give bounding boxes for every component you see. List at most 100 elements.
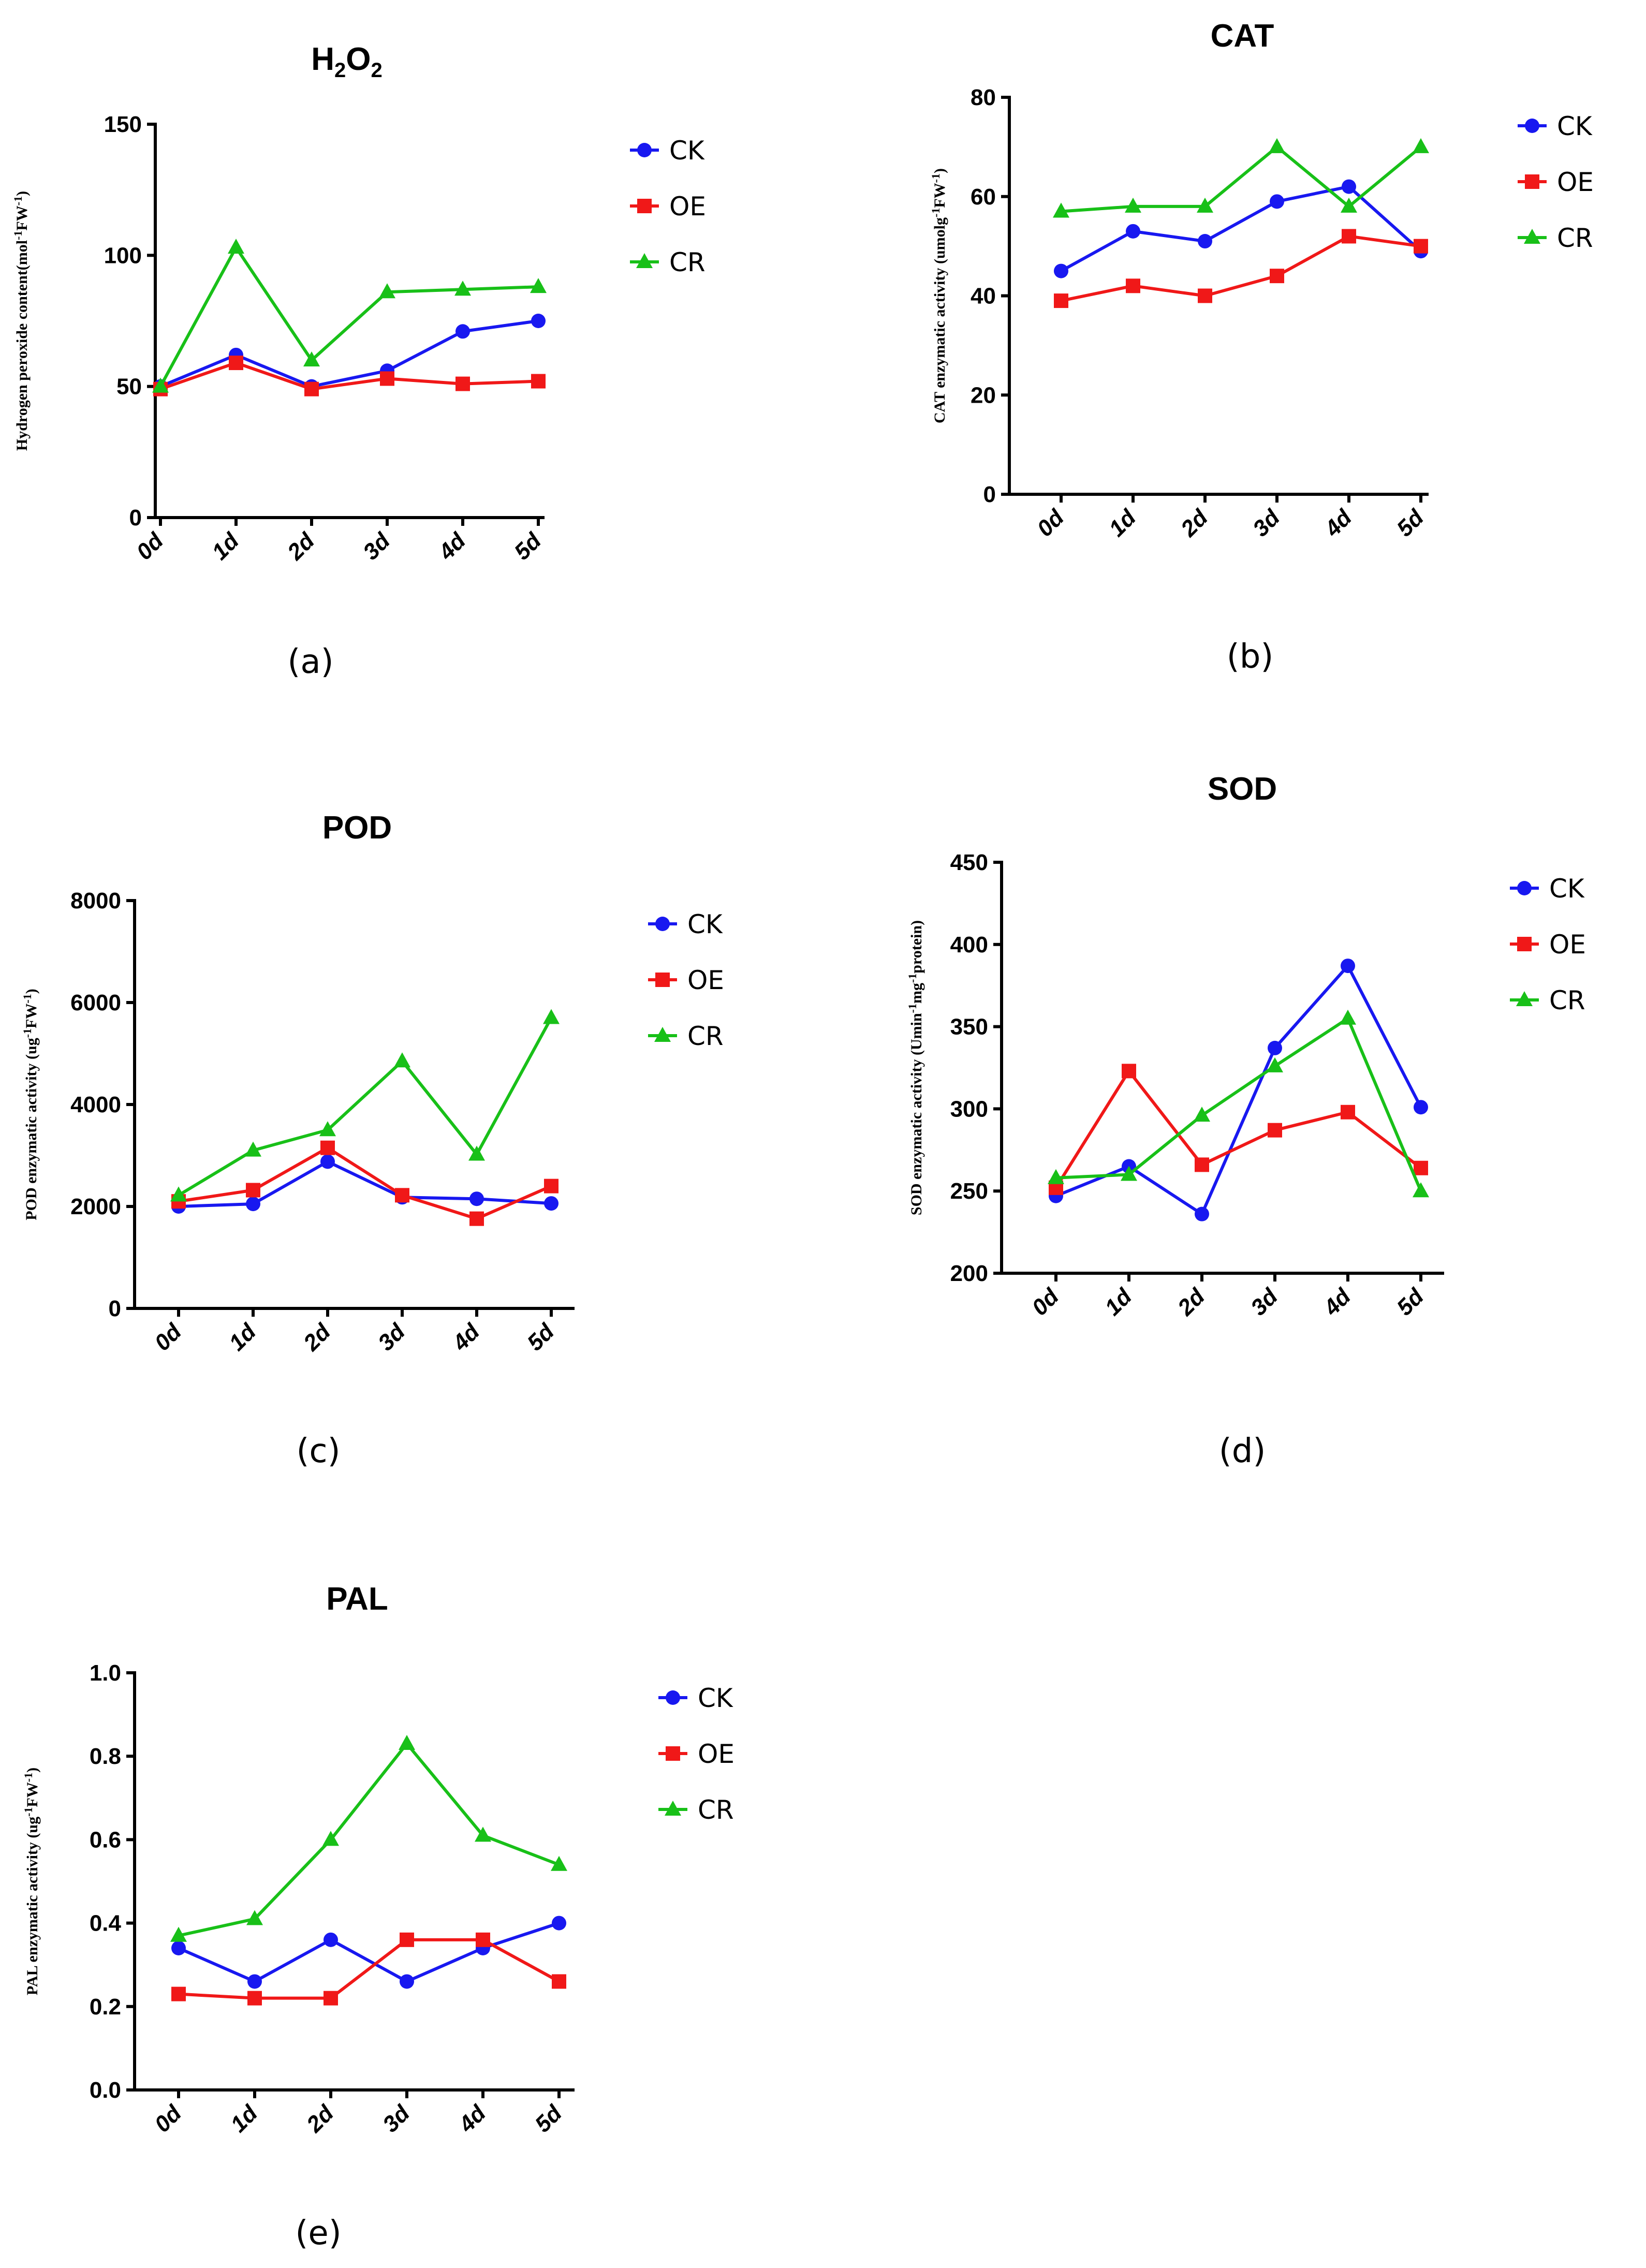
series-line-cr — [159, 246, 539, 388]
legend: CK OE CR — [648, 909, 724, 1051]
x-tick-label: 0d — [1027, 1284, 1064, 1321]
legend: CK OE CR — [1510, 874, 1586, 1015]
legend-marker-oe — [637, 199, 652, 213]
legend-label-ck: CK — [669, 136, 705, 166]
legend-marker-cr — [636, 253, 653, 268]
series-ck — [1054, 179, 1428, 278]
x-tick-label: 4d — [1319, 505, 1357, 542]
series-cr — [152, 239, 547, 393]
data-point-cr — [1413, 138, 1429, 153]
data-point-ck — [1270, 194, 1284, 209]
data-point-cr — [399, 1735, 415, 1750]
data-point-ck — [1054, 263, 1068, 278]
x-tick-label: 5d — [509, 528, 547, 565]
data-point-oe — [171, 1986, 186, 2001]
data-point-oe — [476, 1932, 490, 1947]
data-point-ck — [1198, 234, 1212, 249]
series-oe — [171, 1932, 566, 2006]
data-point-cr — [1121, 1166, 1137, 1181]
y-tick-label: 0 — [129, 505, 142, 531]
data-point-ck — [247, 1974, 262, 1989]
data-point-ck — [1342, 179, 1356, 194]
series-oe — [1049, 1064, 1428, 1195]
data-point-ck — [1341, 959, 1355, 974]
legend-label-cr: CR — [698, 1795, 734, 1825]
x-tick-label: 0d — [131, 528, 169, 565]
x-tick-label: 3d — [373, 1319, 410, 1356]
legend-label-cr: CR — [687, 1021, 724, 1051]
y-tick-label: 0 — [983, 482, 996, 507]
data-point-cr — [468, 1145, 485, 1161]
data-point-oe — [320, 1140, 335, 1155]
legend-label-ck: CK — [698, 1683, 733, 1713]
legend-marker-ck — [1517, 881, 1532, 895]
series-line-cr — [178, 1742, 560, 1937]
data-point-oe — [1414, 239, 1428, 254]
data-point-cr — [152, 377, 169, 393]
legend-marker-oe — [666, 1746, 680, 1761]
legend-label-ck: CK — [1557, 111, 1593, 141]
x-tick-label: 2d — [282, 528, 319, 565]
y-tick-label: 350 — [950, 1014, 988, 1040]
y-tick-label: 2000 — [70, 1194, 121, 1219]
series-line-ck — [178, 1160, 552, 1208]
panel-caption: (b) — [1227, 638, 1274, 676]
data-point-ck — [320, 1154, 335, 1169]
series-line-cr — [1055, 1017, 1422, 1192]
chart-c: 0 2000 4000 6000 8000 0d 1d 2d 3d 4d 5d POD POD enzy… — [21, 810, 724, 1470]
chart-title: SOD — [1208, 771, 1277, 807]
data-point-oe — [304, 381, 319, 396]
legend: CK OE CR — [630, 136, 706, 277]
chart-title: POD — [322, 810, 392, 846]
chart-e: 0.0 0.2 0.4 0.6 0.8 1.0 0d 1d 2d 3d 4d 5d PAL PAL enz… — [22, 1581, 734, 2252]
x-tick-label: 5d — [522, 1319, 560, 1356]
x-tick-label: 3d — [358, 528, 395, 565]
x-tick-label: 3d — [378, 2100, 415, 2138]
data-point-cr — [246, 1910, 263, 1925]
data-point-oe — [247, 1991, 262, 2006]
y-tick-label: 0.4 — [90, 1911, 122, 1936]
data-point-cr — [1197, 197, 1213, 213]
series-line-cr — [178, 1017, 553, 1197]
x-tick-label: 5d — [1392, 1284, 1429, 1321]
y-axis-label: SOD enzymatic activity (Umin-1mg-1protei… — [906, 920, 925, 1215]
data-point-ck — [552, 1916, 566, 1931]
x-tick-label: 2d — [298, 1319, 335, 1356]
series-ck — [171, 1916, 566, 1989]
data-point-cr — [170, 1186, 187, 1202]
x-tick-label: 5d — [530, 2100, 567, 2138]
y-tick-label: 50 — [116, 374, 142, 400]
legend-marker-cr — [654, 1027, 671, 1042]
y-tick-label: 300 — [950, 1096, 988, 1122]
legend: CK OE CR — [1518, 111, 1594, 253]
x-tick-label: 1d — [224, 1319, 261, 1356]
panel-caption: (c) — [296, 1432, 340, 1470]
data-point-cr — [303, 351, 320, 366]
y-tick-label: 0 — [109, 1296, 121, 1321]
series-line-ck — [178, 1921, 560, 1983]
data-point-oe — [544, 1179, 559, 1194]
data-point-oe — [1122, 1064, 1136, 1079]
data-point-cr — [1413, 1182, 1429, 1198]
series-oe — [1054, 229, 1428, 308]
x-tick-label: 0d — [150, 1319, 187, 1356]
data-point-oe — [1126, 278, 1140, 293]
y-tick-label: 40 — [971, 284, 996, 309]
y-tick-label: 6000 — [70, 990, 121, 1015]
legend-marker-cr — [1516, 991, 1533, 1006]
x-tick-label: 4d — [447, 1319, 484, 1356]
legend-marker-cr — [665, 1801, 681, 1816]
data-point-ck — [455, 324, 470, 339]
legend-label-ck: CK — [1549, 874, 1585, 904]
series-line-ck — [1060, 185, 1422, 273]
legend-label-ck: CK — [687, 909, 723, 939]
chart-title: CAT — [1211, 18, 1274, 54]
data-point-oe — [400, 1932, 414, 1947]
y-tick-label: 0.6 — [90, 1827, 121, 1852]
series-cr — [170, 1735, 567, 1942]
data-point-oe — [324, 1991, 338, 2006]
y-tick-label: 0.0 — [90, 2078, 121, 2103]
data-point-oe — [1054, 293, 1068, 308]
y-tick-label: 400 — [950, 932, 988, 958]
